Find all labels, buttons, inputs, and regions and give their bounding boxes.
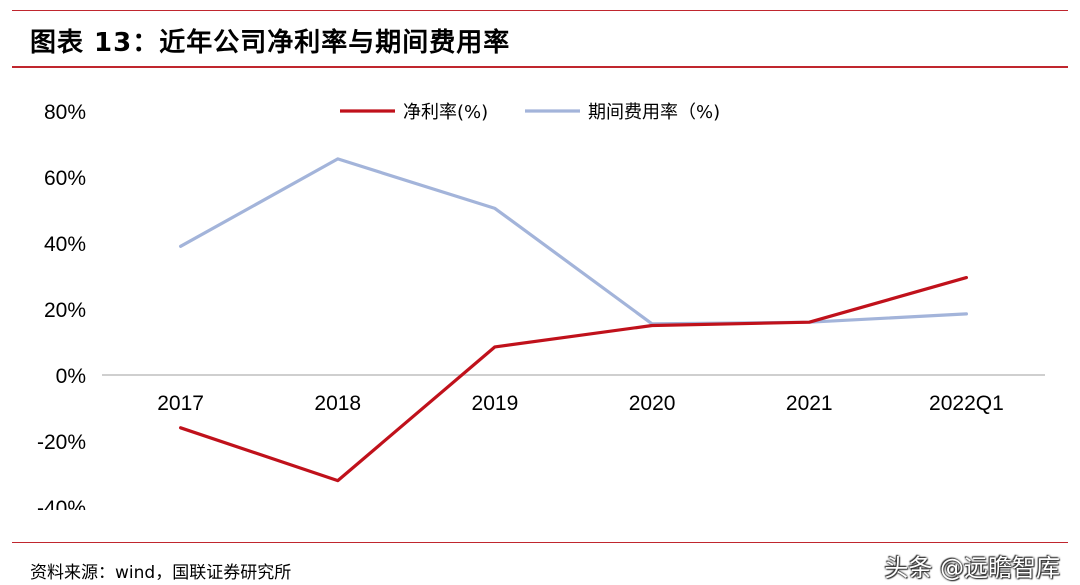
y-tick-label: -20% bbox=[37, 431, 86, 454]
series-line bbox=[179, 276, 969, 483]
chart-title: 图表 13：近年公司净利率与期间费用率 bbox=[30, 28, 511, 58]
y-tick-label: 0% bbox=[56, 365, 86, 388]
x-tick-label: 2022Q1 bbox=[929, 392, 1004, 415]
series-line bbox=[179, 157, 969, 326]
x-tick-label: 2019 bbox=[472, 392, 519, 415]
top-rule bbox=[12, 10, 1068, 11]
y-tick-label: 80% bbox=[44, 101, 86, 124]
watermark: 头条 @远瞻智库 bbox=[884, 554, 1060, 582]
legend-label: 净利率(%) bbox=[403, 102, 488, 123]
x-tick-label: 2018 bbox=[314, 392, 361, 415]
y-tick-label: 60% bbox=[44, 167, 86, 190]
x-tick-label: 2020 bbox=[629, 392, 676, 415]
x-tick-label: 2017 bbox=[157, 392, 204, 415]
y-tick-label: 20% bbox=[44, 299, 86, 322]
source-note: 资料来源：wind，国联证券研究所 bbox=[30, 563, 292, 583]
x-tick-label: 2021 bbox=[786, 392, 833, 415]
y-tick-label: 40% bbox=[44, 233, 86, 256]
y-tick-label: -40% bbox=[37, 497, 86, 520]
bottom-rule bbox=[12, 542, 1068, 543]
legend-label: 期间费用率（%) bbox=[588, 102, 720, 123]
title-rule bbox=[12, 66, 1068, 68]
